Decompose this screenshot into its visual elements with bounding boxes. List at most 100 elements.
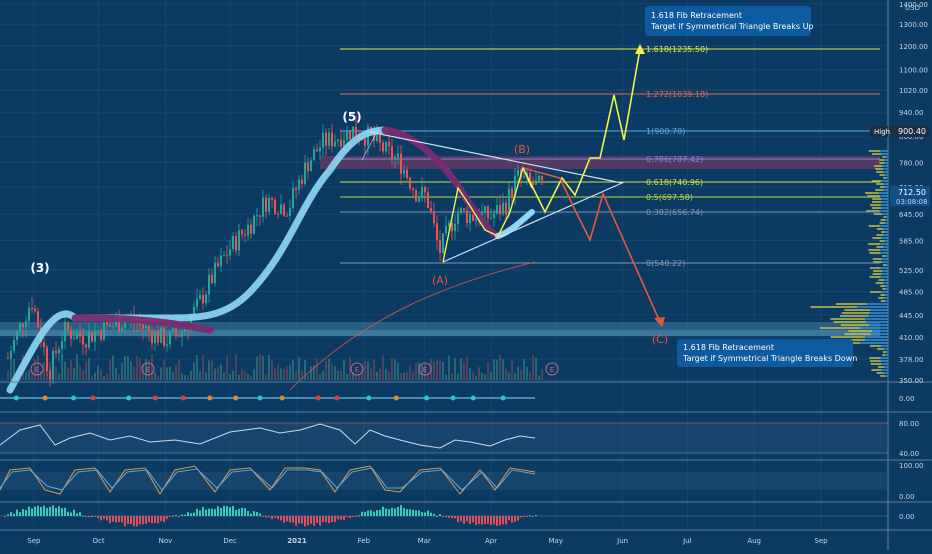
volume-bar xyxy=(484,374,486,380)
hist-bar xyxy=(475,516,477,526)
volume-bar xyxy=(214,368,216,380)
hist-bar xyxy=(262,516,264,517)
profile-bar-down xyxy=(880,252,888,254)
profile-bar-up xyxy=(870,363,882,365)
hist-bar xyxy=(40,506,42,516)
hist-bar xyxy=(211,508,213,516)
candle-body xyxy=(502,202,504,214)
profile-bar-up xyxy=(876,183,884,185)
hist-bar xyxy=(313,516,315,526)
profile-bar-up xyxy=(869,252,881,254)
volume-bar xyxy=(31,370,33,380)
profile-bar-down xyxy=(867,303,888,305)
volume-bar xyxy=(409,365,411,380)
profile-bar-down xyxy=(882,261,888,263)
candle-body xyxy=(307,162,309,172)
hist-bar xyxy=(280,516,282,521)
event-marker xyxy=(30,362,44,376)
profile-bar-down xyxy=(883,183,888,185)
indicator-pane-dots[interactable] xyxy=(0,395,535,401)
candle-body xyxy=(259,215,261,217)
candle-body xyxy=(61,340,63,350)
hist-bar xyxy=(304,516,306,527)
candle-body xyxy=(400,153,402,174)
candle-body xyxy=(439,239,441,254)
candle-body xyxy=(445,225,447,234)
volume-bar xyxy=(64,361,66,380)
profile-bar-down xyxy=(885,354,888,356)
candle-body xyxy=(283,204,285,216)
candle-body xyxy=(475,218,477,221)
volume-bar xyxy=(37,355,39,380)
volume-bar xyxy=(235,354,237,380)
wave-label-b: (B) xyxy=(514,143,530,156)
volume-bar xyxy=(163,359,165,380)
callout-down-title: 1.618 Fib Retracement xyxy=(683,343,774,352)
fibonacci-levels xyxy=(340,48,880,264)
profile-bar-up xyxy=(869,267,881,269)
profile-bar-down xyxy=(883,171,888,173)
candle-body xyxy=(64,321,66,341)
profile-bar-up xyxy=(844,333,871,335)
hist-bar xyxy=(493,516,495,525)
candle-body xyxy=(280,204,282,214)
volume-bar xyxy=(205,372,207,380)
profile-bar-down xyxy=(885,231,888,233)
hist-bar xyxy=(130,516,132,525)
hist-bar xyxy=(244,508,246,516)
profile-bar-down xyxy=(880,150,888,152)
profile-bar-up xyxy=(877,366,884,368)
wave-b-path xyxy=(442,165,533,263)
candle-body xyxy=(304,162,306,184)
indicator-pane-histogram[interactable] xyxy=(0,505,888,527)
profile-bar-down xyxy=(860,327,888,329)
candle-body xyxy=(268,197,270,212)
volume-bar xyxy=(514,373,516,380)
callout-up[interactable]: 1.618 Fib Retracement Target if Symmetri… xyxy=(645,6,814,36)
hist-bar xyxy=(19,512,21,516)
candle-body xyxy=(232,235,234,250)
time-axis[interactable]: Sep Oct Nov Dec 2021 Feb Mar Apr May Jun Jul Aug Sep xyxy=(27,537,828,545)
hist-bar xyxy=(307,516,309,526)
indicator-pane-stoch[interactable] xyxy=(0,465,888,495)
volume-bar xyxy=(457,373,459,380)
volume-bar xyxy=(406,372,408,380)
volume-bar xyxy=(463,362,465,380)
hist-bar xyxy=(523,516,525,517)
candle-body xyxy=(397,153,399,157)
volume-bar xyxy=(130,361,132,380)
volume-bar xyxy=(487,361,489,380)
hist-bar xyxy=(124,516,126,527)
profile-bar-up xyxy=(876,228,884,230)
fibonacci-labels: 1.618(1235.50) 1.272(1039.18) 1(900.78) … xyxy=(646,45,708,268)
signal-dot xyxy=(180,395,186,401)
volume-bar xyxy=(55,366,57,380)
candle-body xyxy=(262,197,264,217)
profile-bar-up xyxy=(880,375,885,377)
profile-bar-down xyxy=(870,309,888,311)
profile-bar-up xyxy=(871,369,882,371)
candle-body xyxy=(109,324,111,327)
profile-bar-down xyxy=(881,201,888,203)
profile-bar-up xyxy=(876,171,884,173)
hist-bar xyxy=(193,512,195,516)
hist-bar xyxy=(352,516,354,517)
hist-bar xyxy=(4,516,6,517)
profile-bar-up xyxy=(839,315,869,317)
time-tick-label: Nov xyxy=(159,537,173,545)
candle-body xyxy=(79,332,81,337)
indicator-pane-rsi[interactable] xyxy=(0,422,888,454)
triangle-tail xyxy=(361,129,379,161)
profile-bar-up xyxy=(880,285,885,287)
volume-bar xyxy=(337,370,339,380)
hist-bar xyxy=(187,512,189,516)
volume-bar xyxy=(118,374,120,380)
event-markers[interactable]: E E E E E xyxy=(30,362,559,376)
hist-bar xyxy=(478,516,480,525)
hist-bar xyxy=(64,507,66,516)
callout-down[interactable]: 1.618 Fib Retracement Target if Symmetri… xyxy=(677,339,857,367)
hist-bar xyxy=(463,516,465,524)
hist-bar xyxy=(154,516,156,523)
volume-bar xyxy=(82,370,84,380)
